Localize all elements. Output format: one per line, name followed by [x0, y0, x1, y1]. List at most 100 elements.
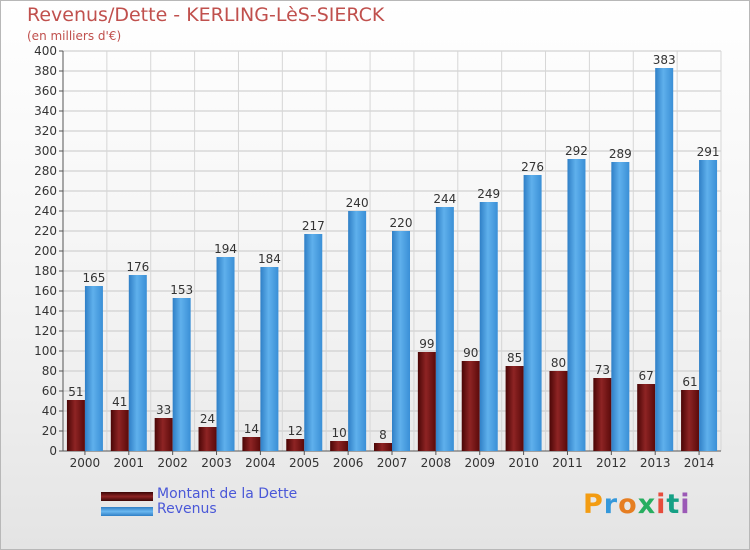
y-tick-label: 320 — [34, 124, 57, 138]
data-label: 12 — [288, 424, 303, 438]
y-tick-label: 280 — [34, 164, 57, 178]
bar-debt — [549, 371, 568, 451]
bar-revenus — [479, 202, 498, 451]
bar-debt — [286, 439, 305, 451]
bar-debt — [461, 361, 480, 451]
y-tick-label: 120 — [34, 324, 57, 338]
data-label: 10 — [331, 426, 346, 440]
x-tick-label: 2004 — [245, 456, 276, 470]
x-tick-label: 2010 — [508, 456, 539, 470]
legend-label-revenus: Revenus — [157, 501, 217, 517]
data-label: 73 — [595, 363, 610, 377]
data-label: 240 — [346, 196, 369, 210]
data-label: 24 — [200, 412, 215, 426]
logo-letter: t — [666, 489, 681, 520]
y-tick-label: 360 — [34, 84, 57, 98]
logo-letter: o — [618, 489, 638, 520]
data-label: 51 — [68, 385, 83, 399]
bar-debt — [330, 441, 349, 451]
bar-debt — [505, 366, 524, 451]
x-tick-label: 2005 — [289, 456, 320, 470]
bar-revenus — [699, 160, 718, 451]
y-tick-label: 80 — [42, 364, 57, 378]
y-tick-label: 200 — [34, 244, 57, 258]
x-tick-label: 2013 — [640, 456, 671, 470]
y-tick-label: 160 — [34, 284, 57, 298]
bar-debt — [374, 443, 392, 451]
y-tick-label: 220 — [34, 224, 57, 238]
data-label: 244 — [433, 192, 456, 206]
bar-revenus — [128, 275, 147, 451]
x-tick-label: 2000 — [70, 456, 101, 470]
data-label: 99 — [419, 337, 434, 351]
y-tick-label: 340 — [34, 104, 57, 118]
y-tick-label: 140 — [34, 304, 57, 318]
bar-debt — [637, 384, 656, 451]
bar-revenus — [567, 159, 586, 451]
logo-letter: x — [637, 489, 657, 520]
bar-debt — [154, 418, 173, 451]
bar-debt — [242, 437, 261, 451]
y-tick-label: 180 — [34, 264, 57, 278]
logo-letter: i — [680, 489, 691, 520]
data-label: 249 — [477, 187, 500, 201]
data-label: 165 — [82, 271, 105, 285]
logo-letter: r — [603, 489, 619, 520]
data-label: 184 — [258, 252, 281, 266]
y-tick-label: 40 — [42, 404, 57, 418]
bar-revenus — [84, 286, 103, 451]
y-tick-label: 0 — [49, 444, 57, 458]
data-label: 80 — [551, 356, 566, 370]
bar-revenus — [435, 207, 454, 451]
y-tick-label: 260 — [34, 184, 57, 198]
logo-letter: i — [656, 489, 667, 520]
x-tick-label: 2001 — [114, 456, 145, 470]
data-label: 289 — [609, 147, 632, 161]
y-tick-label: 240 — [34, 204, 57, 218]
data-label: 176 — [126, 260, 149, 274]
data-label: 292 — [565, 144, 588, 158]
bar-revenus — [348, 211, 367, 451]
x-tick-label: 2007 — [377, 456, 408, 470]
bar-debt — [681, 390, 700, 451]
bar-revenus — [304, 234, 323, 451]
y-tick-label: 300 — [34, 144, 57, 158]
data-label: 41 — [112, 395, 127, 409]
legend-label-debt: Montant de la Dette — [157, 486, 298, 502]
chart-subtitle: (en milliers d'€) — [27, 29, 122, 43]
x-tick-label: 2002 — [157, 456, 188, 470]
data-label: 67 — [639, 369, 654, 383]
data-label: 194 — [214, 242, 237, 256]
bar-revenus — [216, 257, 235, 451]
x-tick-label: 2006 — [333, 456, 364, 470]
bar-debt — [593, 378, 612, 451]
x-tick-label: 2014 — [684, 456, 715, 470]
bar-debt — [417, 352, 436, 451]
data-label: 217 — [302, 219, 325, 233]
x-tick-label: 2008 — [421, 456, 452, 470]
bar-revenus — [523, 175, 542, 451]
data-label: 153 — [170, 283, 193, 297]
x-tick-label: 2012 — [596, 456, 627, 470]
data-label: 14 — [244, 422, 259, 436]
x-tick-label: 2011 — [552, 456, 583, 470]
y-tick-label: 400 — [34, 44, 57, 58]
legend-swatch-revenus — [101, 507, 153, 516]
bar-chart: 0 20 40 60 80 100 120 140 160 180 200 220 240 260 280 3… — [34, 44, 722, 470]
y-tick-label: 100 — [34, 344, 57, 358]
data-label: 383 — [653, 53, 676, 67]
data-label: 61 — [682, 375, 697, 389]
chart-title: Revenus/Dette - KERLING-LèS-SIERCK — [27, 4, 385, 26]
data-label: 90 — [463, 346, 478, 360]
bar-revenus — [260, 267, 279, 451]
bar-debt — [66, 400, 85, 451]
bar-debt — [110, 410, 129, 451]
bar-debt — [198, 427, 217, 451]
data-label: 276 — [521, 160, 544, 174]
data-label: 220 — [390, 216, 413, 230]
y-tick-label: 380 — [34, 64, 57, 78]
x-tick-label: 2009 — [464, 456, 495, 470]
data-label: 85 — [507, 351, 522, 365]
proxiti-logo: Proxiti — [583, 489, 691, 520]
